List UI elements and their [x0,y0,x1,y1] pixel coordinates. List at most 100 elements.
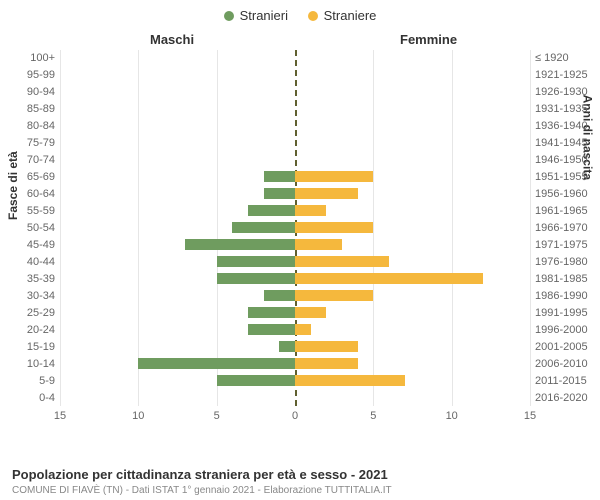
bar-male [248,307,295,318]
legend-item-female: Straniere [308,8,377,23]
birth-label: 1981-1985 [535,271,600,288]
x-tick: 15 [524,410,536,422]
birth-label: 2001-2005 [535,339,600,356]
bar-female [295,188,358,199]
legend-label-male: Stranieri [240,8,288,23]
age-label: 20-24 [0,322,55,339]
age-row: 20-241996-2000 [60,322,530,339]
legend-dot-male [224,11,234,21]
age-label: 25-29 [0,305,55,322]
age-row: 75-791941-1945 [60,135,530,152]
birth-label: ≤ 1920 [535,50,600,67]
age-row: 0-42016-2020 [60,390,530,407]
age-label: 100+ [0,50,55,67]
birth-label: 1966-1970 [535,220,600,237]
age-label: 45-49 [0,237,55,254]
age-label: 40-44 [0,254,55,271]
birth-label: 1926-1930 [535,84,600,101]
bar-male [248,324,295,335]
legend-item-male: Stranieri [224,8,288,23]
bar-male [217,273,295,284]
birth-label: 1946-1950 [535,152,600,169]
birth-label: 1971-1975 [535,237,600,254]
age-label: 95-99 [0,67,55,84]
birth-label: 2016-2020 [535,390,600,407]
legend-dot-female [308,11,318,21]
age-row: 90-941926-1930 [60,84,530,101]
age-row: 100+≤ 1920 [60,50,530,67]
birth-label: 1936-1940 [535,118,600,135]
x-tick: 0 [292,410,298,422]
age-row: 50-541966-1970 [60,220,530,237]
x-tick: 15 [54,410,66,422]
chart-title: Popolazione per cittadinanza straniera p… [12,467,388,482]
gridline [530,50,531,406]
age-row: 15-192001-2005 [60,339,530,356]
bar-male [264,188,295,199]
bar-male [248,205,295,216]
chart-container: Stranieri Straniere Maschi Femmine Fasce… [0,0,600,500]
bar-female [295,256,389,267]
bar-male [217,375,295,386]
age-row: 80-841936-1940 [60,118,530,135]
age-label: 90-94 [0,84,55,101]
birth-label: 1951-1955 [535,169,600,186]
x-tick: 10 [132,410,144,422]
age-label: 55-59 [0,203,55,220]
age-label: 70-74 [0,152,55,169]
bar-male [264,171,295,182]
birth-label: 1976-1980 [535,254,600,271]
birth-label: 2011-2015 [535,373,600,390]
age-label: 60-64 [0,186,55,203]
age-label: 75-79 [0,135,55,152]
birth-label: 1961-1965 [535,203,600,220]
age-label: 65-69 [0,169,55,186]
bar-female [295,222,373,233]
bar-female [295,239,342,250]
age-row: 25-291991-1995 [60,305,530,322]
age-row: 70-741946-1950 [60,152,530,169]
bar-female [295,171,373,182]
age-row: 30-341986-1990 [60,288,530,305]
bar-female [295,375,405,386]
birth-label: 1941-1945 [535,135,600,152]
age-row: 45-491971-1975 [60,237,530,254]
plot-area: 15105051015100+≤ 192095-991921-192590-94… [60,50,530,430]
age-label: 15-19 [0,339,55,356]
birth-label: 1931-1935 [535,101,600,118]
age-row: 40-441976-1980 [60,254,530,271]
bar-female [295,307,326,318]
age-label: 50-54 [0,220,55,237]
age-label: 85-89 [0,101,55,118]
x-tick: 10 [446,410,458,422]
bar-male [217,256,295,267]
age-row: 95-991921-1925 [60,67,530,84]
birth-label: 1991-1995 [535,305,600,322]
bar-female [295,358,358,369]
birth-label: 1956-1960 [535,186,600,203]
age-label: 30-34 [0,288,55,305]
bar-male [138,358,295,369]
bar-male [279,341,295,352]
bar-male [232,222,295,233]
age-row: 65-691951-1955 [60,169,530,186]
legend-label-female: Straniere [324,8,377,23]
age-row: 60-641956-1960 [60,186,530,203]
age-label: 0-4 [0,390,55,407]
bar-male [185,239,295,250]
legend: Stranieri Straniere [0,0,600,24]
bar-female [295,341,358,352]
age-row: 55-591961-1965 [60,203,530,220]
x-tick: 5 [370,410,376,422]
x-tick: 5 [214,410,220,422]
age-label: 5-9 [0,373,55,390]
chart-subtitle: COMUNE DI FIAVÈ (TN) - Dati ISTAT 1° gen… [12,485,392,496]
age-row: 85-891931-1935 [60,101,530,118]
age-label: 80-84 [0,118,55,135]
birth-label: 1921-1925 [535,67,600,84]
bar-female [295,290,373,301]
birth-label: 2006-2010 [535,356,600,373]
age-row: 35-391981-1985 [60,271,530,288]
age-label: 35-39 [0,271,55,288]
bar-male [264,290,295,301]
